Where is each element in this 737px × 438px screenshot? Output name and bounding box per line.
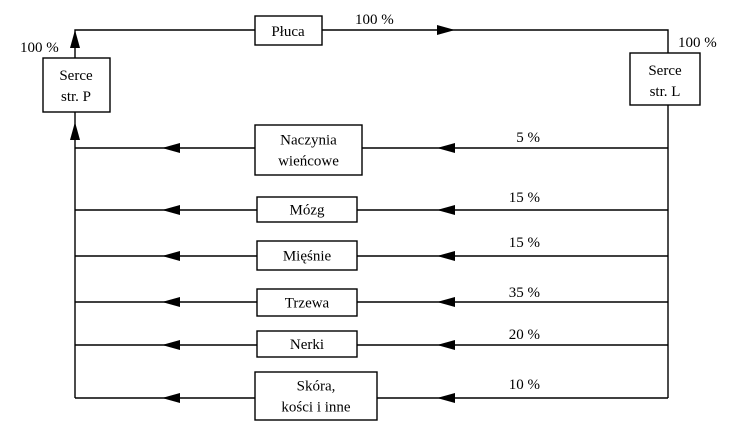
organ-box bbox=[256, 240, 358, 271]
flow-label: 10 % bbox=[509, 377, 540, 393]
flow-label: 5 % bbox=[516, 130, 540, 146]
arrow bbox=[437, 297, 455, 307]
organ-label: Nerki bbox=[290, 337, 324, 353]
heart-left-box bbox=[629, 52, 701, 106]
flow-label: 15 % bbox=[509, 235, 540, 251]
organ-label: Mięśnie bbox=[283, 249, 332, 265]
flow-label: 100 % bbox=[678, 35, 717, 51]
organ-box bbox=[254, 124, 363, 176]
lungs-box bbox=[254, 15, 323, 46]
arrow bbox=[437, 251, 455, 261]
arrow bbox=[437, 393, 455, 403]
arrow bbox=[70, 30, 80, 48]
lungs-label: Płuca bbox=[271, 24, 305, 40]
organ-label: Naczynia bbox=[280, 133, 337, 149]
arrow bbox=[162, 143, 180, 153]
connector bbox=[74, 29, 255, 58]
arrow bbox=[437, 25, 455, 35]
heart-label: Serce bbox=[648, 63, 682, 79]
flow-label: 15 % bbox=[509, 190, 540, 206]
arrow bbox=[437, 205, 455, 215]
arrow bbox=[162, 393, 180, 403]
organ-box bbox=[256, 288, 358, 317]
flow-label: 35 % bbox=[509, 285, 540, 301]
flow-label: 100 % bbox=[355, 12, 394, 28]
flow-label: 100 % bbox=[20, 40, 59, 56]
heart-right-box bbox=[42, 57, 111, 113]
arrow bbox=[437, 340, 455, 350]
arrow bbox=[437, 143, 455, 153]
heart-label: str. P bbox=[61, 89, 91, 105]
arrow bbox=[70, 122, 80, 140]
organ-label: Trzewa bbox=[285, 296, 330, 312]
organ-box bbox=[256, 196, 358, 223]
organ-label: wieńcowe bbox=[278, 154, 339, 170]
organ-box bbox=[256, 330, 358, 358]
arrow bbox=[162, 340, 180, 350]
flow-label: 20 % bbox=[509, 327, 540, 343]
organ-label: Skóra, bbox=[297, 379, 336, 395]
organ-box bbox=[254, 371, 378, 421]
organ-label: Mózg bbox=[290, 203, 325, 219]
arrow bbox=[162, 297, 180, 307]
heart-label: str. L bbox=[650, 84, 681, 100]
heart-label: Serce bbox=[59, 68, 93, 84]
arrow bbox=[162, 205, 180, 215]
arrow bbox=[162, 251, 180, 261]
connector bbox=[322, 29, 669, 53]
organ-label: kości i inne bbox=[281, 400, 350, 416]
